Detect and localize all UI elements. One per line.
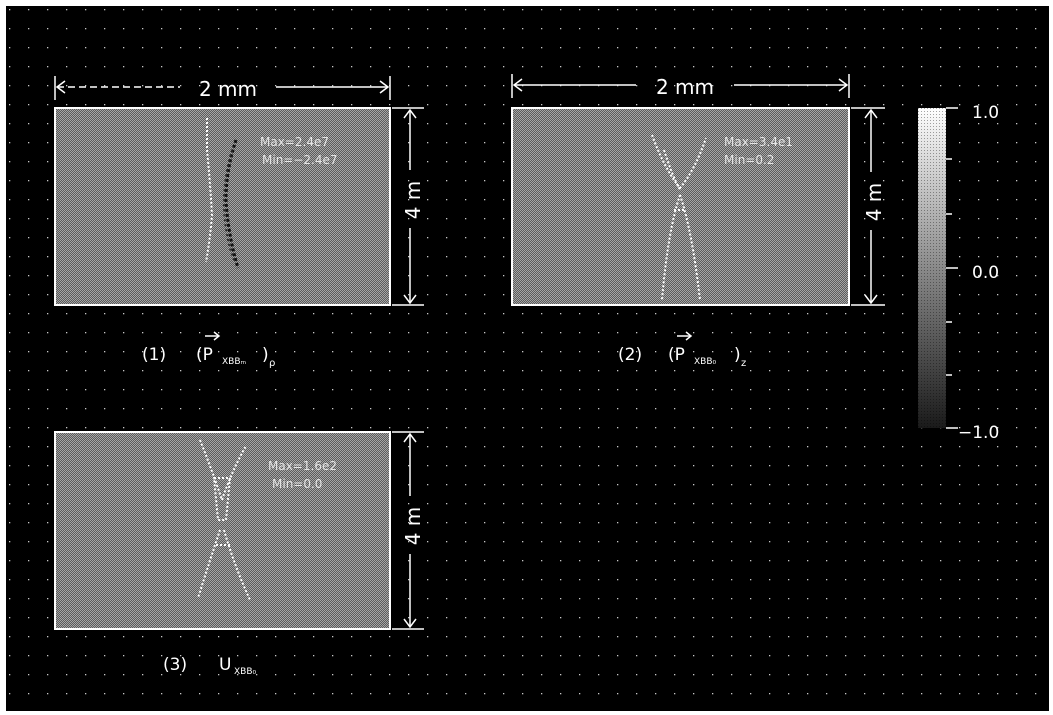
field-feature [205, 118, 240, 269]
field-frame [54, 431, 391, 630]
field-feature [651, 134, 707, 301]
annotation-max: Max=2.4e7 [260, 135, 329, 149]
field-plot [512, 108, 849, 305]
panel-2: 2 mm Max=3.4e1 Min=0.2 4 m (2) (P [511, 74, 886, 369]
caption-number: (2) [618, 345, 642, 365]
colorbar: 1.0 0.0 −1.0 [918, 103, 999, 443]
caption-close: ) [734, 345, 741, 365]
caption-symbol: (P [668, 345, 685, 365]
annotation-min: Min=−2.4e7 [262, 153, 338, 167]
caption-component: ρ [269, 358, 275, 369]
vector-arrow [205, 331, 221, 341]
caption-subscript: XBB₀ [694, 357, 717, 367]
width-label: 2 mm [656, 75, 714, 99]
caption-close: ) [262, 345, 269, 365]
annotation-min: Min=0.2 [724, 153, 774, 167]
height-dimension [392, 107, 424, 306]
field-plot [55, 108, 390, 305]
colorbar-dither [918, 108, 946, 428]
colorbar-label-max: 1.0 [972, 103, 999, 123]
caption-number: (1) [142, 345, 166, 365]
colorbar-label-min: −1.0 [958, 423, 999, 443]
caption-subscript: XBB₀ [234, 667, 257, 677]
width-dimension [511, 74, 850, 98]
annotation-max: Max=1.6e2 [268, 459, 337, 473]
panel-3: Max=1.6e2 Min=0.0 4 m (3) U XBB₀ [54, 431, 425, 677]
width-dimension [54, 76, 391, 100]
height-dimension [851, 107, 885, 306]
annotation-min: Min=0.0 [272, 477, 322, 491]
field-feature [197, 439, 251, 601]
field-frame [511, 107, 850, 306]
caption-component: z [741, 358, 746, 369]
height-label: 4 m [862, 183, 886, 222]
colorbar-label-zero: 0.0 [972, 263, 999, 283]
caption: (2) (P XBB₀ ) z [618, 331, 746, 369]
field-frame [54, 107, 391, 306]
vector-arrow [677, 331, 693, 341]
width-label: 2 mm [199, 77, 257, 101]
height-dimension [392, 431, 424, 630]
annotation-max: Max=3.4e1 [724, 135, 793, 149]
caption-subscript: XBBₘ [222, 357, 247, 367]
panel-1: 2 mm Max=2.4e7 Min=−2.4e7 4 m (1) (P [54, 76, 425, 369]
caption: (1) (P XBBₘ ) ρ [142, 331, 275, 369]
caption: (3) U XBB₀ [163, 655, 257, 677]
field-plot [55, 432, 390, 629]
caption-symbol: U [219, 655, 231, 675]
caption-number: (3) [163, 655, 187, 675]
height-label: 4 m [401, 181, 425, 220]
height-label: 4 m [401, 507, 425, 546]
colorbar-ticks [946, 107, 958, 429]
caption-symbol: (P [196, 345, 213, 365]
